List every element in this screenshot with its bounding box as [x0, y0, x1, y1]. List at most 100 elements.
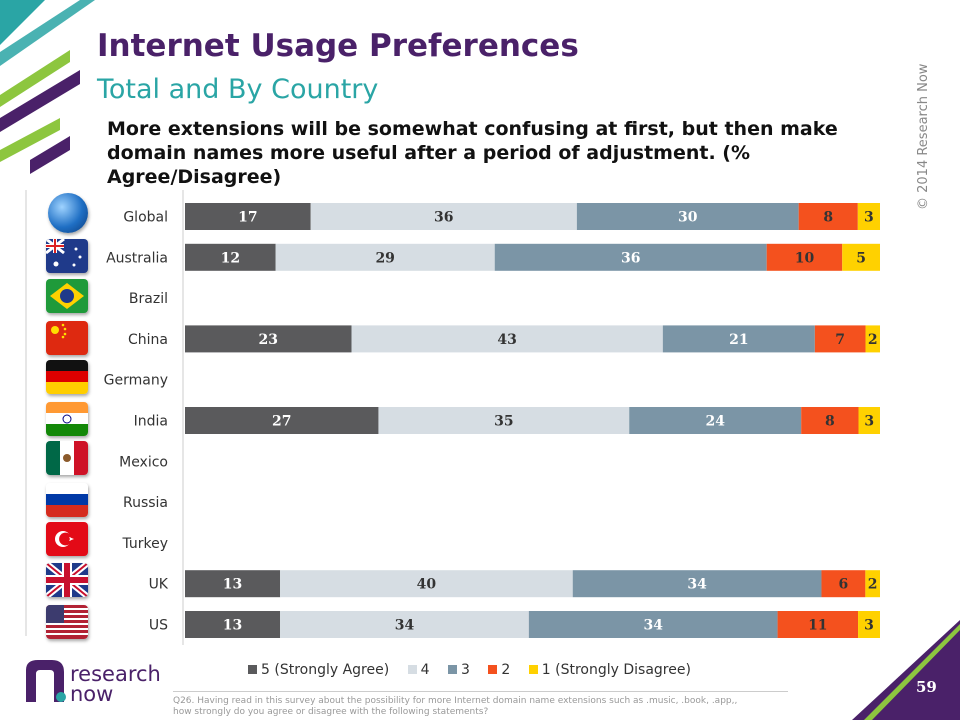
legend-item-2: 2: [488, 662, 510, 678]
bar-segment: [576, 203, 799, 230]
category-label: India: [134, 414, 168, 430]
data-label: 40: [417, 577, 437, 593]
data-label: 13: [223, 577, 242, 593]
category-label: China: [128, 332, 168, 348]
data-label: 12: [221, 250, 240, 266]
germany-flag-icon: [46, 360, 88, 394]
legend-label: 5 (Strongly Agree): [261, 662, 390, 678]
legend-label: 3: [461, 662, 470, 678]
bar-segment: [662, 325, 815, 353]
bar-segment: [280, 570, 573, 598]
footer-divider: [173, 691, 788, 692]
data-label: 27: [272, 414, 291, 430]
page-title: Internet Usage Preferences: [97, 28, 579, 64]
category-label: Mexico: [119, 454, 168, 470]
china-flag-icon: [46, 321, 88, 355]
bar-segment: [185, 203, 311, 230]
data-label: 3: [864, 618, 874, 634]
bar-segment: [185, 407, 379, 434]
us-flag-icon: [46, 605, 88, 639]
category-label: US: [149, 618, 168, 634]
legend-swatch: [448, 665, 458, 674]
data-label: 36: [434, 210, 453, 226]
australia-flag-icon: [46, 239, 88, 273]
bar-segment: [777, 611, 859, 638]
page-number-corner: [852, 620, 960, 720]
data-label: 30: [678, 210, 698, 226]
data-label: 34: [643, 618, 663, 634]
legend-item-5: 5 (Strongly Agree): [248, 662, 389, 678]
legend-swatch: [248, 665, 257, 674]
data-label: 34: [395, 618, 415, 634]
data-label: 21: [729, 332, 748, 348]
bar-segment: [857, 203, 880, 230]
data-label: 3: [864, 210, 874, 226]
data-label: 5: [856, 250, 866, 266]
data-label: 10: [795, 250, 815, 266]
data-label: 36: [621, 250, 640, 266]
legend-label: 2: [501, 662, 511, 678]
bar-segment: [865, 325, 880, 353]
footnote: Q26. Having read in this survey about th…: [173, 696, 738, 717]
data-label: 23: [259, 332, 278, 348]
data-label: 2: [868, 577, 878, 593]
uk-flag-icon: [46, 563, 88, 597]
bar-segment: [801, 407, 859, 434]
legend-item-3: 3: [448, 662, 470, 678]
bar-segment: [798, 203, 858, 230]
category-label: UK: [149, 577, 169, 593]
legend-label: 1 (Strongly Disagree): [541, 662, 691, 678]
bar-segment: [185, 570, 281, 598]
decorative-stripes: [0, 0, 95, 174]
data-label: 24: [705, 414, 725, 430]
category-label: Australia: [106, 250, 168, 266]
page-subtitle: Total and By Country: [97, 74, 379, 105]
legend-swatch: [528, 665, 538, 674]
bar-segment: [858, 407, 880, 434]
category-label: Brazil: [129, 291, 168, 307]
bar-segment: [185, 325, 352, 353]
chart-question: More extensions will be somewhat confusi…: [107, 118, 838, 188]
bar-segment: [858, 611, 880, 638]
brazil-flag-icon: [46, 279, 88, 313]
bar-segment: [494, 243, 767, 271]
research-now-logo: [26, 660, 66, 702]
globe-icon: [48, 193, 88, 233]
data-label: 35: [494, 414, 513, 430]
data-label: 6: [839, 577, 849, 593]
russia-flag-icon: [46, 483, 88, 517]
logo-line-1: research: [70, 662, 161, 686]
bar-segment: [629, 407, 802, 434]
bar-segment: [275, 243, 495, 271]
bar-segment: [814, 325, 866, 353]
category-label: Global: [123, 210, 168, 226]
data-label: 43: [497, 332, 516, 348]
legend-label: 4: [420, 662, 430, 678]
bar-segment: [842, 243, 880, 271]
bar-segment: [351, 325, 663, 353]
bar-segment: [766, 243, 843, 271]
legend-swatch: [407, 665, 417, 674]
data-label: 8: [823, 210, 833, 226]
logo-line-2: now: [70, 682, 114, 706]
turkey-flag-icon: [46, 522, 88, 556]
bar-segment: [821, 570, 866, 598]
mexico-flag-icon: [46, 441, 88, 475]
data-label: 34: [687, 577, 707, 593]
india-flag-icon: [46, 402, 88, 436]
legend-item-4: 4: [407, 662, 430, 678]
data-label: 3: [864, 414, 874, 430]
data-label: 13: [223, 618, 242, 634]
data-label: 2: [868, 332, 878, 348]
data-label: 7: [835, 332, 845, 348]
data-label: 8: [825, 414, 835, 430]
bar-segment: [865, 570, 880, 598]
bar-segment: [310, 203, 577, 230]
data-label: 17: [238, 210, 257, 226]
legend-item-1: 1 (Strongly Disagree): [528, 662, 691, 678]
category-label: Turkey: [121, 536, 168, 552]
bar-segment: [280, 611, 529, 638]
bar-segment: [185, 611, 281, 638]
bar-segment: [528, 611, 778, 638]
